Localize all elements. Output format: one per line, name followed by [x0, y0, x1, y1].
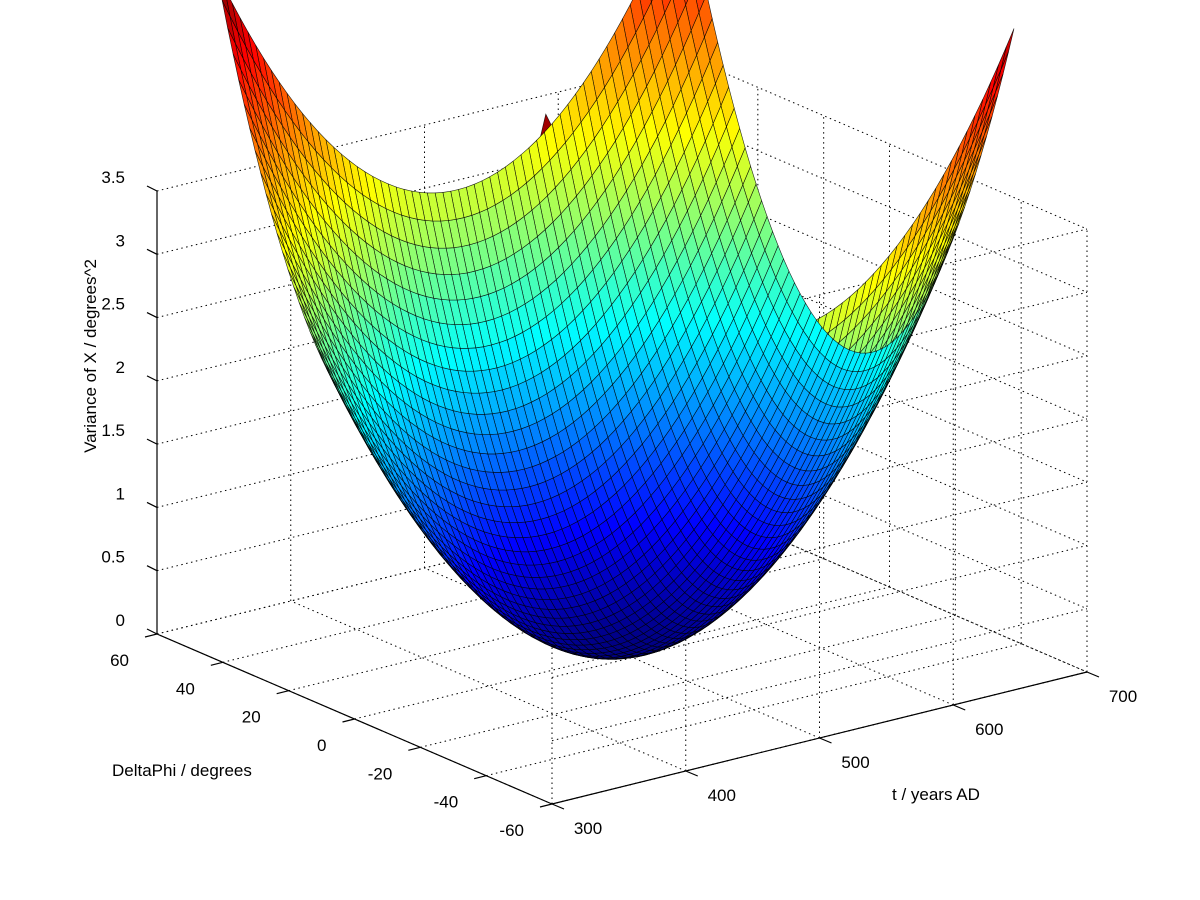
x-axis-label: DeltaPhi / degrees: [112, 761, 252, 780]
y-axis-label: t / years AD: [892, 785, 980, 804]
z-tick-label: 2.5: [101, 295, 125, 314]
t-tick: [1086, 671, 1100, 678]
t-tick-label: 400: [708, 786, 736, 805]
z-tick-label: 1: [116, 484, 125, 503]
z-tick: [146, 438, 158, 445]
wall-grid-z-left: [156, 58, 693, 192]
wall-grid-z-back: [691, 58, 1088, 230]
x-tick: [539, 803, 553, 808]
z-tick-label: 3.5: [101, 168, 125, 187]
t-tick: [953, 704, 966, 711]
x-tick-label: 20: [242, 708, 261, 727]
wall-grid-z-right: [551, 544, 1088, 678]
x-tick-label: -20: [368, 764, 393, 783]
x-tick: [342, 718, 355, 723]
t-tick: [819, 737, 832, 744]
wall-grid-z-right: [551, 228, 1088, 362]
z-tick: [146, 375, 158, 382]
x-tick: [210, 661, 223, 666]
wall-grid-z-left: [156, 121, 693, 255]
tick-labels: 0 0.5 1 1.5 2 2.5 3 3.5 -60 -40 -20 0 20 40 60 300 400 50…: [101, 168, 1137, 840]
x-tick: [474, 775, 487, 780]
x-tick-label: 0: [317, 736, 326, 755]
x-tick: [408, 746, 421, 751]
surface-patch: [221, 0, 231, 17]
x-tick-label: 60: [110, 651, 129, 670]
surface-patch: [1000, 28, 1015, 71]
z-tick: [146, 501, 158, 508]
wall-grid-z-right: [551, 608, 1088, 742]
wall-grid-z-back: [691, 121, 1088, 293]
t-tick: [551, 803, 565, 810]
z-tick-label: 1.5: [101, 421, 125, 440]
surface-mesh: [221, 0, 1015, 660]
wall-grid-z-back: [691, 374, 1088, 546]
x-tick-label: -40: [434, 793, 459, 812]
x-tick-label: 40: [176, 679, 195, 698]
z-tick: [146, 312, 158, 319]
wall-grid-z-right: [551, 481, 1088, 615]
floor-grid-x: [486, 643, 1022, 777]
x-tick: [144, 633, 158, 638]
z-tick-label: 2: [116, 358, 125, 377]
z-tick: [146, 565, 158, 572]
t-tick-label: 500: [841, 753, 869, 772]
t-tick: [685, 770, 698, 777]
z-tick: [146, 185, 158, 192]
surface-patch: [226, 0, 239, 32]
z-tick-label: 0.5: [101, 548, 125, 567]
surface-patch: [695, 0, 705, 14]
axes: [144, 185, 1100, 810]
floor-grid-t: [290, 600, 686, 772]
wall-grid-z-back: [691, 311, 1088, 483]
floor-grid-x: [420, 614, 956, 748]
t-tick-label: 300: [574, 819, 602, 838]
t-tick-label: 700: [1109, 687, 1137, 706]
floor-grid-t: [558, 534, 954, 706]
x-tick: [276, 690, 289, 695]
x-tick-label: -60: [499, 821, 524, 840]
wall-grid-z-back: [691, 438, 1088, 610]
z-tick-label: 3: [116, 231, 125, 250]
z-tick: [146, 248, 158, 255]
wall-grid-z-back: [691, 501, 1088, 673]
z-tick-label: 0: [116, 611, 125, 630]
z-tick: [146, 628, 158, 635]
z-axis-label: Variance of X / degrees^2: [81, 259, 100, 453]
t-tick-label: 600: [975, 720, 1003, 739]
